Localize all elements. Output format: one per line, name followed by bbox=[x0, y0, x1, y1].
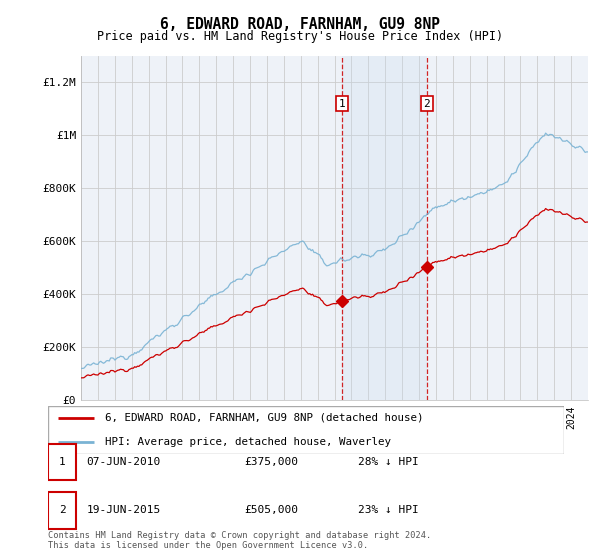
Text: Price paid vs. HM Land Registry's House Price Index (HPI): Price paid vs. HM Land Registry's House … bbox=[97, 30, 503, 43]
Text: 07-JUN-2010: 07-JUN-2010 bbox=[86, 457, 161, 467]
FancyBboxPatch shape bbox=[48, 406, 564, 454]
Text: 28% ↓ HPI: 28% ↓ HPI bbox=[358, 457, 418, 467]
Text: Contains HM Land Registry data © Crown copyright and database right 2024.
This d: Contains HM Land Registry data © Crown c… bbox=[48, 530, 431, 550]
Text: £375,000: £375,000 bbox=[244, 457, 298, 467]
Text: 1: 1 bbox=[338, 99, 346, 109]
Text: £505,000: £505,000 bbox=[244, 505, 298, 515]
Text: 6, EDWARD ROAD, FARNHAM, GU9 8NP (detached house): 6, EDWARD ROAD, FARNHAM, GU9 8NP (detach… bbox=[105, 413, 423, 423]
Text: 2: 2 bbox=[424, 99, 430, 109]
Text: 6, EDWARD ROAD, FARNHAM, GU9 8NP: 6, EDWARD ROAD, FARNHAM, GU9 8NP bbox=[160, 17, 440, 32]
FancyBboxPatch shape bbox=[48, 444, 76, 480]
Text: 1: 1 bbox=[59, 457, 65, 467]
Text: 19-JUN-2015: 19-JUN-2015 bbox=[86, 505, 161, 515]
Text: 2: 2 bbox=[59, 505, 65, 515]
FancyBboxPatch shape bbox=[48, 492, 76, 529]
Text: HPI: Average price, detached house, Waverley: HPI: Average price, detached house, Wave… bbox=[105, 437, 391, 447]
Bar bbox=[342, 56, 427, 400]
Text: 23% ↓ HPI: 23% ↓ HPI bbox=[358, 505, 418, 515]
